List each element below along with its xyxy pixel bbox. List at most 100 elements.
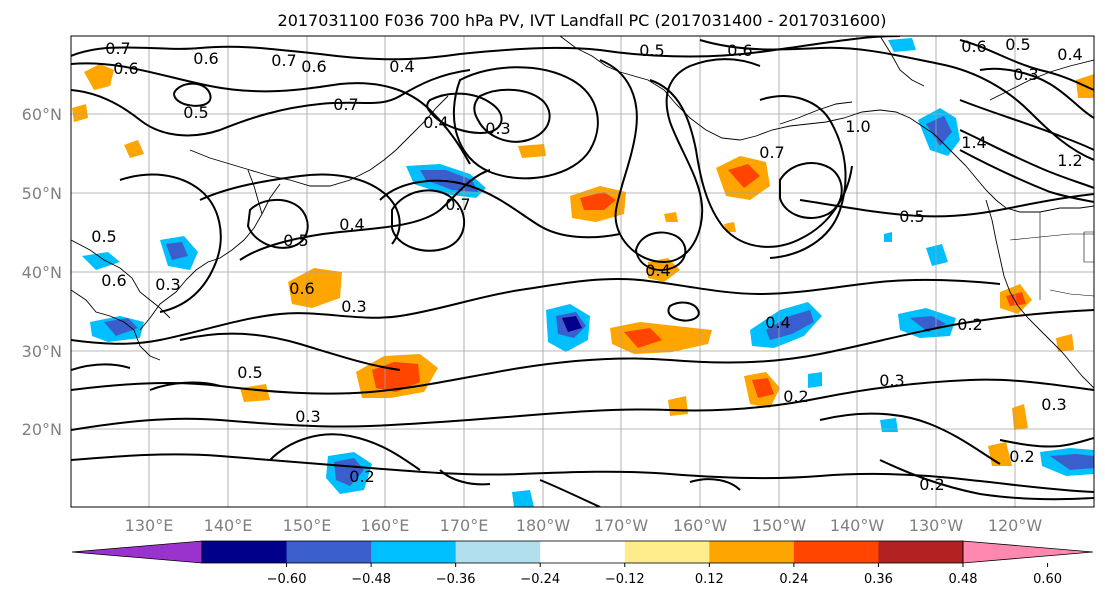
contour-label: 0.4	[339, 215, 364, 234]
map-frame	[70, 35, 1095, 508]
contour-label: 0.2	[919, 475, 944, 494]
lat-label-50n: 50°N	[22, 184, 62, 203]
shade-positive	[724, 222, 736, 232]
colorbar-tick-label: −0.24	[520, 572, 560, 587]
shade-positive	[728, 164, 760, 188]
lon-label: 150°W	[752, 516, 807, 535]
shade-positive	[624, 328, 662, 348]
contour-label: 0.5	[899, 207, 924, 226]
colorbar-tick-label: 0.48	[949, 572, 978, 587]
shade-positive	[518, 144, 546, 158]
contour-label: 0.4	[645, 261, 670, 280]
contour-label: 0.3	[155, 275, 180, 294]
shade-positive	[288, 268, 342, 308]
shade-positive	[124, 140, 144, 158]
contour-label: 0.3	[1041, 395, 1066, 414]
contour-label: 0.6	[193, 49, 218, 68]
colorbar-extend-low	[71, 540, 203, 564]
contour-label: 0.6	[301, 57, 326, 76]
shade-negative	[82, 252, 120, 270]
longitude-labels: 130°E 140°E 150°E 160°E 170°E 180°W 170°…	[125, 516, 1043, 535]
shade-negative	[926, 116, 952, 146]
colorbar-border	[201, 540, 964, 564]
colorbar-swatch	[455, 541, 541, 563]
colorbar-swatch	[371, 541, 457, 563]
lon-label: 130°E	[125, 516, 174, 535]
contour-label: 0.3	[341, 297, 366, 316]
contour-label: 0.4	[423, 113, 448, 132]
shade-positive	[1012, 404, 1028, 430]
lat-label-20n: 20°N	[22, 420, 62, 439]
colorbar-tick-label: −0.36	[436, 572, 476, 587]
colorbar-swatch	[878, 541, 964, 563]
contour-label: 0.2	[349, 467, 374, 486]
shade-negative	[926, 244, 948, 266]
lon-label: 120°W	[988, 516, 1043, 535]
lat-label-40n: 40°N	[22, 263, 62, 282]
shade-negative	[562, 316, 582, 332]
colorbar-swatch	[540, 541, 626, 563]
colorbar-swatch	[709, 541, 795, 563]
shade-positive	[84, 64, 114, 90]
shade-negative	[166, 242, 188, 260]
contour-label: 0.6	[727, 41, 752, 60]
contour-label: 0.6	[101, 271, 126, 290]
map-title: 2017031100 F036 700 hPa PV, IVT Landfall…	[278, 11, 887, 30]
contour-label: 1.0	[845, 117, 870, 136]
contour-label: 0.5	[283, 231, 308, 250]
contour-label: 0.7	[445, 195, 470, 214]
shade-positive	[610, 322, 712, 354]
colorbar-tick-label: −0.48	[351, 572, 391, 587]
colorbar-swatch	[202, 541, 288, 563]
colorbar-tick-label: 0.60	[1033, 572, 1062, 587]
lon-label: 170°E	[440, 516, 489, 535]
contour-label: 0.2	[957, 315, 982, 334]
colorbar: −0.60 −0.48 −0.36 −0.24 −0.12 0.12 0.24 0.36 0.4…	[71, 540, 1094, 587]
lat-label-30n: 30°N	[22, 342, 62, 361]
colorbar-tick-label: 0.36	[864, 572, 893, 587]
shade-negative	[766, 310, 814, 340]
contour-label: 1.2	[1057, 151, 1082, 170]
lon-label: 170°W	[594, 516, 649, 535]
map-area	[71, 36, 1094, 507]
lat-label-60n: 60°N	[22, 105, 62, 124]
contour-label: 0.3	[879, 371, 904, 390]
lon-label: 160°W	[673, 516, 728, 535]
shade-positive	[72, 104, 88, 122]
shade-negative	[512, 490, 534, 507]
colorbar-extend-high	[962, 540, 1094, 564]
colorbar-tick-label: −0.12	[605, 572, 645, 587]
shade-negative	[808, 372, 822, 388]
latitude-labels: 60°N 50°N 40°N 30°N 20°N	[22, 105, 62, 439]
contour-label: 0.2	[783, 387, 808, 406]
shade-positive	[372, 362, 420, 392]
contour-label: 0.6	[113, 59, 138, 78]
shade-negative	[1050, 454, 1094, 470]
lon-label: 130°W	[909, 516, 964, 535]
lon-label: 180°W	[516, 516, 571, 535]
pv-contours	[71, 36, 1094, 507]
shade-positive	[1006, 292, 1026, 306]
contour-label: 0.5	[183, 103, 208, 122]
contour-label: 0.3	[295, 407, 320, 426]
contour-label: 0.5	[1005, 35, 1030, 54]
shade-positive	[664, 212, 678, 222]
contour-label: 0.5	[237, 363, 262, 382]
lon-label: 140°E	[204, 516, 253, 535]
colorbar-tick-label: −0.60	[267, 572, 307, 587]
contour-label: 0.7	[271, 51, 296, 70]
lon-label: 160°E	[361, 516, 410, 535]
contour-label: 0.7	[759, 143, 784, 162]
contour-label: 0.5	[639, 41, 664, 60]
contour-label: 0.4	[1057, 45, 1082, 64]
contour-label: 0.3	[485, 119, 510, 138]
colorbar-tick-label: 0.24	[779, 572, 808, 587]
contour-label: 0.4	[765, 313, 790, 332]
contour-label: 0.7	[105, 39, 130, 58]
contour-label: 0.6	[961, 37, 986, 56]
contour-label: 0.7	[333, 95, 358, 114]
contour-labels: 0.7 0.6 0.6 0.7 0.6 0.4 0.3 0.5 0.6 0.6 …	[91, 35, 1082, 494]
shade-positive	[580, 192, 616, 210]
